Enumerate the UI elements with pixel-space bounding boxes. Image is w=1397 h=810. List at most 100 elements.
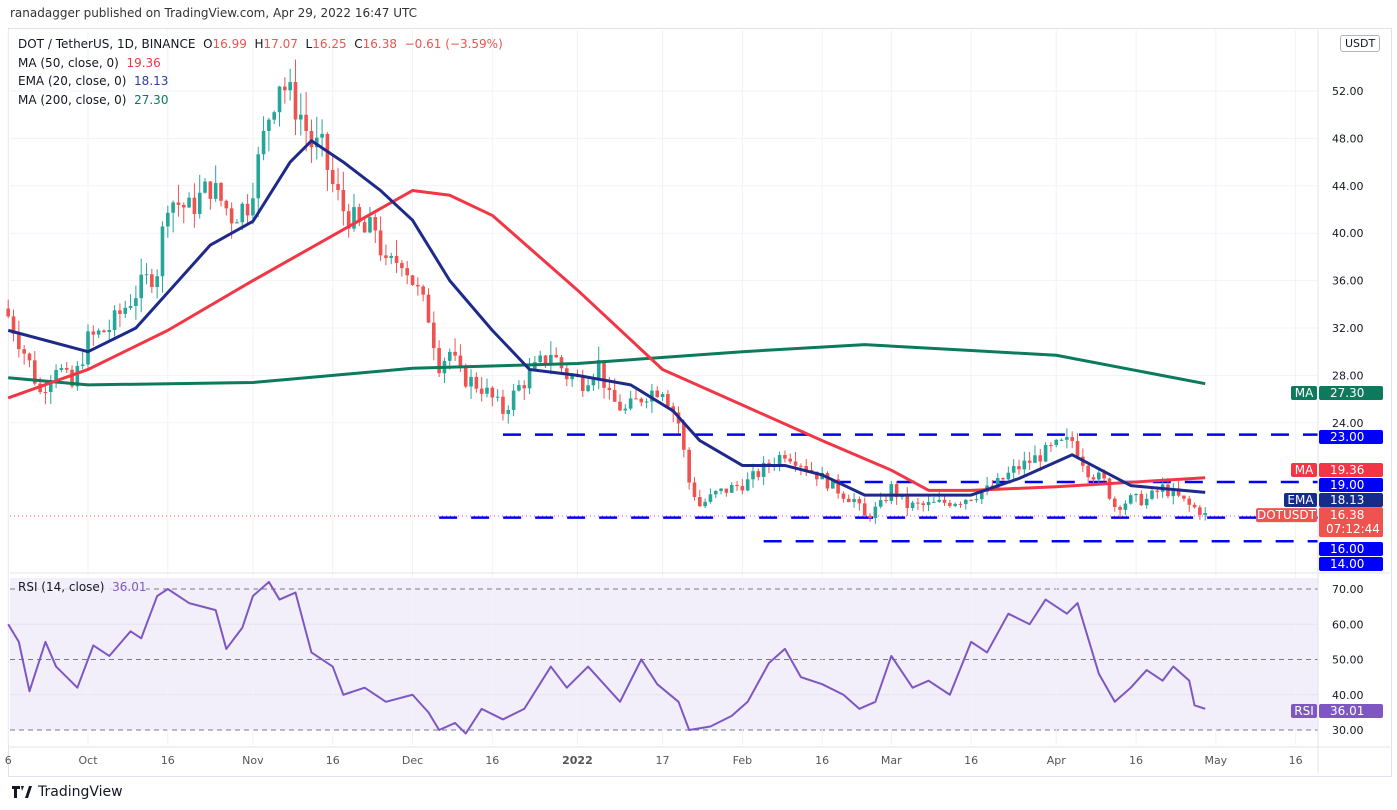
candle-body: [586, 385, 590, 392]
rsi-line: [7, 580, 1206, 735]
ma50-label: MA (50, close, 0): [18, 55, 119, 70]
rsi-band-background: [10, 578, 1318, 730]
level-14-badge-bg: [1319, 557, 1383, 571]
currency-button[interactable]: USDT: [1340, 35, 1381, 52]
candle-body: [1187, 498, 1192, 505]
candle-body: [293, 82, 298, 120]
tradingview-logo-icon: [12, 786, 32, 798]
candle-body: [878, 500, 883, 507]
symbol-name[interactable]: DOT / TetherUS, 1D, BINANCE: [18, 37, 196, 51]
price-tick-label: 24.00: [1332, 417, 1364, 430]
ma200-legend[interactable]: MA (200, close, 0) 27.30: [18, 91, 503, 110]
level-19-badge: 19.00: [1330, 478, 1364, 492]
candle-body: [846, 498, 851, 503]
price-axis[interactable]: 52.00 48.00 44.00 40.00 36.00 32.00 28.00 24.00…: [1332, 85, 1364, 737]
rsi-value: 36.01: [112, 580, 147, 594]
time-tick-label: 16: [161, 754, 175, 767]
candle-body: [1118, 506, 1122, 510]
last-price-badge-bg: [1319, 507, 1383, 538]
candle-body: [660, 394, 665, 398]
candle-body: [224, 200, 229, 209]
candle-body: [682, 423, 686, 450]
candle-body: [155, 276, 159, 288]
candle-body: [703, 501, 707, 507]
candle-body: [235, 222, 239, 224]
candle-body: [219, 183, 223, 201]
price-tick-label: 44.00: [1332, 180, 1364, 193]
candle-body: [756, 471, 761, 477]
candle-body: [1155, 490, 1160, 492]
tradingview-brand[interactable]: TradingView: [12, 784, 123, 800]
candle-body: [102, 330, 106, 333]
candle-body: [713, 490, 718, 495]
candle-body: [969, 499, 973, 501]
ma50-legend[interactable]: MA (50, close, 0) 19.36: [18, 54, 503, 73]
candle-body: [1139, 493, 1144, 506]
published-header: ranadagger published on TradingView.com,…: [10, 6, 418, 20]
candle-body: [639, 398, 644, 403]
time-axis[interactable]: 6 Oct 16 Nov 16 Dec 16 2022 17 Feb 16 Mar 16 Apr 16 May…: [5, 754, 1303, 767]
candle-body: [304, 114, 308, 131]
time-tick-label: Apr: [1047, 754, 1067, 767]
candle-body: [426, 294, 431, 323]
candle-body: [974, 499, 979, 501]
candle-body: [75, 365, 80, 387]
candle-body: [357, 207, 362, 223]
candle-body: [1017, 466, 1021, 470]
level-16-badge: 16.00: [1330, 542, 1364, 556]
time-tick-label: 17: [656, 754, 670, 767]
candle-body: [543, 355, 548, 364]
candle-body: [698, 497, 702, 507]
candle-body: [341, 189, 346, 212]
candle-body: [995, 478, 1000, 488]
candle-body: [336, 184, 340, 190]
ma200-badge: 27.30: [1330, 386, 1364, 400]
candle-body: [320, 133, 324, 138]
ema-badge-bg: [1319, 493, 1383, 507]
candle-body: [1203, 513, 1207, 515]
candle-body: [905, 494, 910, 508]
candle-body: [474, 376, 479, 389]
ema20-legend[interactable]: EMA (20, close, 0) 18.13: [18, 72, 503, 91]
candle-body: [283, 86, 287, 91]
candle-body: [719, 488, 723, 491]
candle-body: [362, 222, 367, 233]
candle-body: [453, 351, 457, 356]
candle-body: [6, 308, 10, 317]
candle-body: [889, 484, 894, 501]
candle-body: [596, 360, 601, 378]
candle-body: [628, 398, 633, 409]
candle-body: [314, 137, 319, 148]
candle-body: [1128, 495, 1133, 504]
candle-body: [261, 130, 266, 155]
candle-body: [948, 502, 952, 506]
candle-body: [1192, 504, 1197, 508]
candle-body: [612, 389, 617, 402]
candle-body: [150, 274, 154, 288]
candle-body: [197, 192, 202, 215]
ema-badge: 18.13: [1330, 493, 1364, 507]
candle-body: [144, 274, 149, 276]
candle-body: [299, 114, 303, 120]
legend: DOT / TetherUS, 1D, BINANCE O16.99 H17.0…: [18, 35, 503, 109]
candle-body: [240, 203, 245, 223]
candle-body: [729, 485, 734, 493]
rsi-badge-bg: [1319, 704, 1383, 718]
symbol-legend: DOT / TetherUS, 1D, BINANCE O16.99 H17.0…: [18, 35, 503, 54]
candle-body: [22, 349, 26, 354]
candle-body: [17, 333, 21, 350]
candle-body: [1065, 437, 1069, 440]
support-resistance-levels: [439, 433, 1318, 543]
rsi-legend[interactable]: RSI (14, close) 36.01: [18, 580, 147, 594]
candle-body: [549, 354, 553, 364]
candle-body: [437, 348, 441, 374]
candle-body: [86, 331, 90, 365]
candle-body: [458, 355, 463, 367]
candle-body: [644, 401, 649, 403]
candle-body: [735, 485, 739, 487]
time-tick-label: 16: [815, 754, 829, 767]
candle-body: [463, 366, 468, 387]
candle-body: [799, 465, 803, 467]
candle-body: [1150, 490, 1154, 499]
